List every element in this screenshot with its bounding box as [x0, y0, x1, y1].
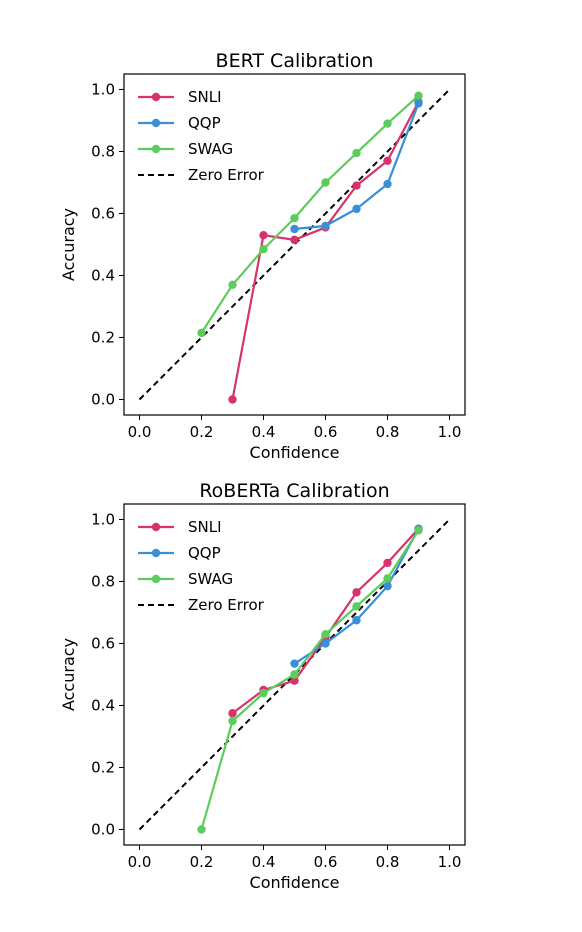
- y-tick-label: 0.8: [91, 573, 115, 591]
- x-tick-label: 1.0: [438, 423, 462, 441]
- legend-label-snli: SNLI: [188, 518, 222, 536]
- x-tick-label: 0.4: [252, 423, 276, 441]
- y-tick-label: 1.0: [91, 81, 115, 99]
- series-line-zero-error: [138, 518, 451, 831]
- data-point-swag: [352, 148, 361, 158]
- data-point-snli: [383, 156, 392, 165]
- data-point-qqp: [321, 221, 330, 231]
- x-tick-label: 0.2: [190, 853, 214, 871]
- data-point-snli: [352, 588, 361, 597]
- data-point-qqp: [383, 581, 392, 591]
- data-point-swag: [414, 91, 423, 100]
- data-point-qqp: [352, 204, 361, 214]
- x-tick-label: 1.0: [438, 853, 462, 871]
- data-point-snli: [352, 181, 361, 190]
- legend-marker-qqp: [151, 118, 161, 128]
- y-axis-label: Accuracy: [59, 638, 78, 711]
- data-point-snli: [228, 709, 237, 718]
- legend-label-qqp: QQP: [188, 544, 221, 562]
- data-point-swag: [321, 630, 330, 639]
- data-point-swag: [290, 670, 299, 679]
- y-tick-label: 0.4: [91, 697, 115, 715]
- data-point-qqp: [321, 639, 330, 648]
- plot-frame: [123, 503, 466, 846]
- legend-label-swag: SWAG: [188, 570, 233, 588]
- x-tick-label: 0.2: [190, 423, 214, 441]
- legend-marker-swag: [151, 574, 161, 584]
- legend-marker-qqp: [151, 548, 161, 558]
- x-tick-label: 0.8: [376, 853, 400, 871]
- data-point-swag: [383, 574, 392, 583]
- x-tick-label: 0.0: [128, 423, 152, 441]
- data-point-qqp: [414, 99, 423, 108]
- data-point-snli: [259, 231, 268, 240]
- legend-label-snli: SNLI: [188, 88, 222, 106]
- data-point-swag: [259, 688, 268, 698]
- data-point-snli: [228, 395, 237, 404]
- chart-panel-2: RoBERTa Calibration 0.0 0.2 0.4 0.6 0.8 1.0 0.0…: [59, 480, 466, 892]
- x-axis-label: Confidence: [250, 873, 340, 892]
- data-point-qqp: [290, 659, 299, 668]
- data-point-swag: [197, 825, 206, 834]
- data-point-qqp: [352, 616, 361, 625]
- series-line-swag: [200, 94, 420, 334]
- data-point-qqp: [290, 224, 299, 234]
- y-tick-label: 0.0: [91, 391, 115, 409]
- legend-label-qqp: QQP: [188, 114, 221, 132]
- y-tick-label: 0.6: [91, 635, 115, 653]
- legend-marker-snli: [151, 92, 161, 102]
- series-line-swag: [200, 529, 420, 830]
- data-point-snli: [290, 235, 299, 245]
- y-tick-label: 0.2: [91, 329, 115, 347]
- legend-marker-snli: [151, 522, 161, 532]
- legend-marker-swag: [151, 144, 161, 154]
- series-line-zero-error: [138, 88, 451, 401]
- chart-panel-1: BERT Calibration 0.0 0.2 0.4 0.6 0.8 1.0 0.0 0.2…: [59, 50, 466, 462]
- y-tick-label: 0.8: [91, 143, 115, 161]
- data-point-swag: [228, 716, 237, 726]
- series-line-snli: [231, 528, 420, 715]
- legend-label-swag: SWAG: [188, 140, 233, 158]
- data-point-swag: [321, 178, 330, 187]
- x-axis-label: Confidence: [250, 443, 340, 462]
- x-tick-label: 0.8: [376, 423, 400, 441]
- data-point-snli: [383, 558, 392, 568]
- x-tick-label: 0.6: [314, 423, 338, 441]
- data-point-swag: [259, 244, 268, 254]
- y-tick-label: 0.6: [91, 205, 115, 223]
- y-tick-label: 0.4: [91, 267, 115, 285]
- legend-label-zero-error: Zero Error: [188, 596, 265, 614]
- plot-frame: [123, 73, 466, 416]
- data-point-swag: [228, 280, 237, 289]
- x-tick-label: 0.0: [128, 853, 152, 871]
- data-point-snli: [290, 676, 299, 685]
- chart-title: RoBERTa Calibration: [199, 480, 389, 502]
- x-tick-label: 0.4: [252, 853, 276, 871]
- y-tick-label: 1.0: [91, 511, 115, 529]
- data-point-swag: [197, 328, 206, 338]
- chart-title: BERT Calibration: [216, 50, 374, 72]
- y-tick-label: 0.2: [91, 759, 115, 777]
- data-point-swag: [352, 602, 361, 611]
- data-point-swag: [414, 526, 423, 535]
- y-axis-label: Accuracy: [59, 208, 78, 281]
- data-point-swag: [290, 213, 299, 223]
- legend-label-zero-error: Zero Error: [188, 166, 265, 184]
- y-tick-label: 0.0: [91, 821, 115, 839]
- x-tick-label: 0.6: [314, 853, 338, 871]
- data-point-swag: [383, 119, 392, 128]
- data-point-qqp: [383, 179, 392, 189]
